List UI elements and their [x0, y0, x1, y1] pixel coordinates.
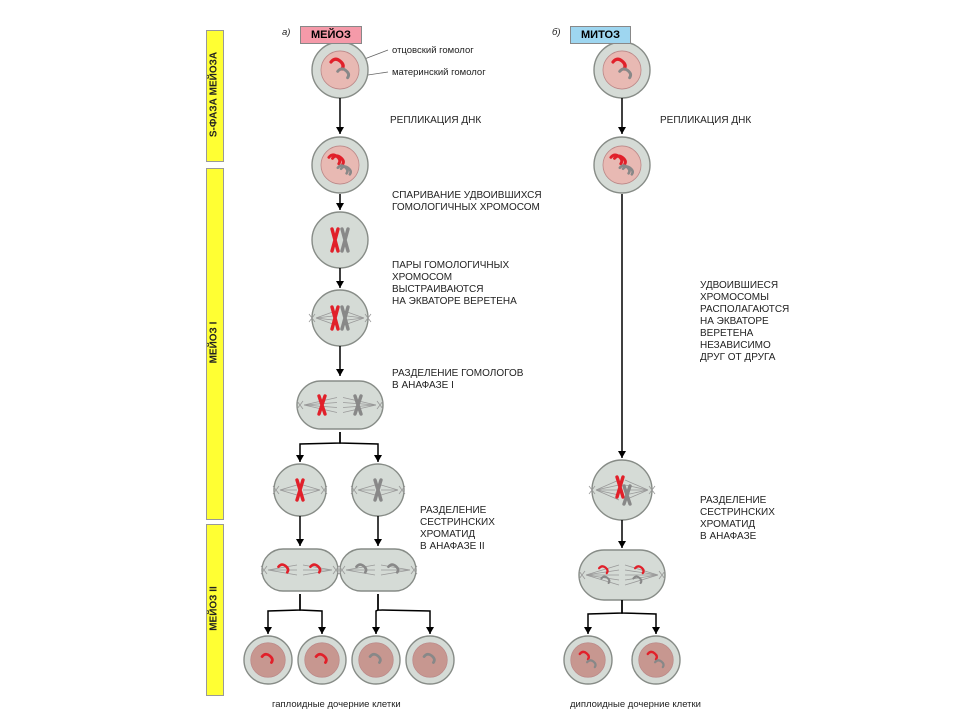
panel-header: МЕЙОЗ: [300, 26, 362, 44]
caption-diploid: диплоидные дочерние клетки: [570, 700, 701, 711]
step-meiosis: ПАРЫ ГОМОЛОГИЧНЫХХРОМОСОМВЫСТРАИВАЮТСЯНА…: [392, 260, 517, 308]
caption-haploid: гаплоидные дочерние клетки: [272, 700, 401, 711]
step-meiosis: РАЗДЕЛЕНИЕ ГОМОЛОГОВВ АНАФАЗЕ I: [392, 368, 523, 392]
panel-tag: а): [282, 28, 290, 39]
legend-paternal: отцовский гомолог: [392, 46, 474, 57]
panel-tag: б): [552, 28, 561, 39]
step-mitosis: РАЗДЕЛЕНИЕСЕСТРИНСКИХХРОМАТИДВ АНАФАЗЕ: [700, 495, 775, 543]
legend-maternal: материнский гомолог: [392, 68, 486, 79]
phase-label: МЕЙОЗ II: [209, 524, 220, 694]
step-meiosis: РЕПЛИКАЦИЯ ДНК: [390, 115, 481, 127]
step-mitosis: УДВОИВШИЕСЯХРОМОСОМЫРАСПОЛАГАЮТСЯНА ЭКВА…: [700, 280, 789, 364]
step-meiosis: СПАРИВАНИЕ УДВОИВШИХСЯГОМОЛОГИЧНЫХ ХРОМО…: [392, 190, 542, 214]
panel-header: МИТОЗ: [570, 26, 631, 44]
phase-label: S-ФАЗА МЕЙОЗА: [209, 30, 220, 160]
diagram-canvas: [0, 0, 960, 720]
step-meiosis: РАЗДЕЛЕНИЕСЕСТРИНСКИХХРОМАТИДВ АНАФАЗЕ I…: [420, 505, 495, 553]
phase-label: МЕЙОЗ I: [209, 168, 220, 518]
step-mitosis: РЕПЛИКАЦИЯ ДНК: [660, 115, 751, 127]
